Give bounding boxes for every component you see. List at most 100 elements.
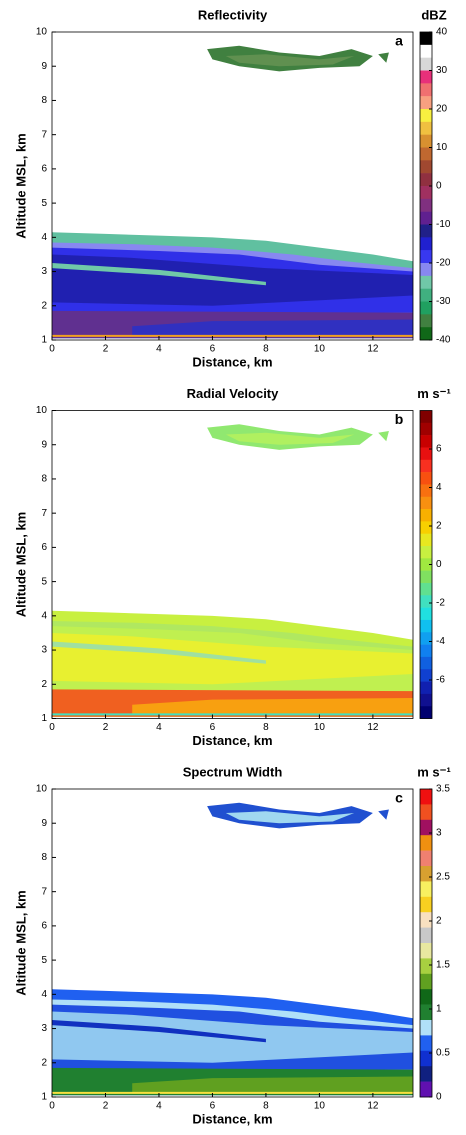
plot-frame <box>51 31 414 341</box>
colorbar-segment <box>420 288 432 302</box>
x-tick-label: 10 <box>314 722 326 733</box>
y-tick-label: 2 <box>41 1057 47 1068</box>
colorbar-segment <box>420 619 432 633</box>
colorbar-segment <box>420 263 432 277</box>
colorbar-segment <box>420 96 432 110</box>
panel-label: a <box>395 33 403 49</box>
colorbar-segment <box>420 943 432 959</box>
colorbar-tick-label: 6 <box>436 444 442 455</box>
x-axis-label: Distance, km <box>192 354 272 369</box>
x-axis-label: Distance, km <box>192 733 272 748</box>
colorbar-segment <box>420 160 432 174</box>
echo-layer <box>132 697 413 716</box>
colorbar-tick-label: 4 <box>436 482 442 493</box>
y-tick-label: 10 <box>36 784 48 795</box>
colorbar-segment <box>420 484 432 498</box>
y-tick-label: 4 <box>41 610 47 621</box>
colorbar-tick-label: 10 <box>436 142 448 153</box>
x-tick-label: 2 <box>103 1101 109 1112</box>
colorbar-tick-label: 1 <box>436 1004 442 1015</box>
colorbar-segment <box>420 83 432 97</box>
echo-layer <box>132 319 413 337</box>
colorbar-tick-label: 0.5 <box>436 1048 450 1059</box>
colorbar-tick-label: 40 <box>436 27 448 38</box>
y-tick-label: 6 <box>41 542 47 553</box>
colorbar-segment <box>420 835 432 851</box>
colorbar-tick-label: 2.5 <box>436 872 450 883</box>
colorbar-segment <box>420 44 432 58</box>
colorbar-segment <box>420 224 432 238</box>
colorbar-segment <box>420 327 432 341</box>
colorbar-segment <box>420 558 432 571</box>
y-tick-label: 5 <box>41 198 47 209</box>
echo-cloud <box>378 431 389 442</box>
colorbar-label: dBZ <box>421 7 446 22</box>
echo-cloud <box>378 52 389 63</box>
colorbar-segment <box>420 422 432 436</box>
x-tick-label: 0 <box>49 722 55 733</box>
x-tick-label: 0 <box>49 344 55 355</box>
chart-title: Spectrum Width <box>183 764 283 779</box>
x-tick-label: 4 <box>156 722 162 733</box>
colorbar-tick-label: -40 <box>436 335 451 346</box>
colorbar-tick-label: 30 <box>436 65 448 76</box>
x-tick-label: 8 <box>263 1101 269 1112</box>
colorbar-segment <box>420 121 432 135</box>
y-tick-label: 8 <box>41 474 47 485</box>
colorbar-tick-label: -4 <box>436 636 445 647</box>
x-tick-label: 10 <box>314 1101 326 1112</box>
y-tick-label: 6 <box>41 921 47 932</box>
colorbar-segment <box>420 447 432 461</box>
y-tick-label: 3 <box>41 1023 47 1034</box>
echo-layer <box>52 641 266 664</box>
colorbar-segment <box>420 896 432 913</box>
colorbar-tick-label: 2 <box>436 916 442 927</box>
colorbar-segment <box>420 410 432 424</box>
x-tick-label: 6 <box>210 722 216 733</box>
y-tick-label: 3 <box>41 266 47 277</box>
colorbar-segment <box>420 973 432 990</box>
colorbar-tick-label: 0 <box>436 181 442 192</box>
x-tick-label: 2 <box>103 344 109 355</box>
y-axis-label: Altitude MSL, km <box>13 512 28 617</box>
colorbar-tick-label: -30 <box>436 296 451 307</box>
x-tick-label: 8 <box>263 344 269 355</box>
colorbar-tick-label: -10 <box>436 219 451 230</box>
colorbar-segment <box>420 314 432 328</box>
y-tick-label: 1 <box>41 335 47 346</box>
colorbar-segment <box>420 819 432 836</box>
colorbar-segment <box>420 509 432 522</box>
y-tick-label: 3 <box>41 645 47 656</box>
colorbar-segment <box>420 656 432 670</box>
colorbar-segment <box>420 459 432 473</box>
plot-frame <box>51 788 414 1098</box>
x-tick-label: 2 <box>103 722 109 733</box>
echo-cloud <box>225 811 355 824</box>
y-tick-label: 4 <box>41 989 47 1000</box>
y-axis-label: Altitude MSL, km <box>13 890 28 995</box>
y-tick-label: 9 <box>41 61 47 72</box>
colorbar-segment <box>420 32 432 46</box>
colorbar-segment <box>420 570 432 584</box>
colorbar-segment <box>420 109 432 123</box>
echo-layer <box>132 1076 413 1094</box>
y-tick-label: 7 <box>41 886 47 897</box>
y-tick-label: 10 <box>36 27 48 38</box>
colorbar-segment <box>420 1035 432 1052</box>
y-tick-label: 5 <box>41 955 47 966</box>
colorbar-segment <box>420 435 432 448</box>
colorbar-segment <box>420 186 432 200</box>
colorbar-segment <box>420 595 432 608</box>
colorbar-segment <box>420 669 432 682</box>
colorbar-segment <box>420 1066 432 1082</box>
colorbar-segment <box>420 173 432 187</box>
colorbar-segment <box>420 198 432 212</box>
colorbar-segment <box>420 881 432 898</box>
plot-frame <box>51 410 414 719</box>
colorbar-segment <box>420 521 432 534</box>
panel-label: b <box>395 411 404 427</box>
x-tick-label: 10 <box>314 344 326 355</box>
colorbar-segment <box>420 237 432 251</box>
colorbar-segment <box>420 607 432 621</box>
